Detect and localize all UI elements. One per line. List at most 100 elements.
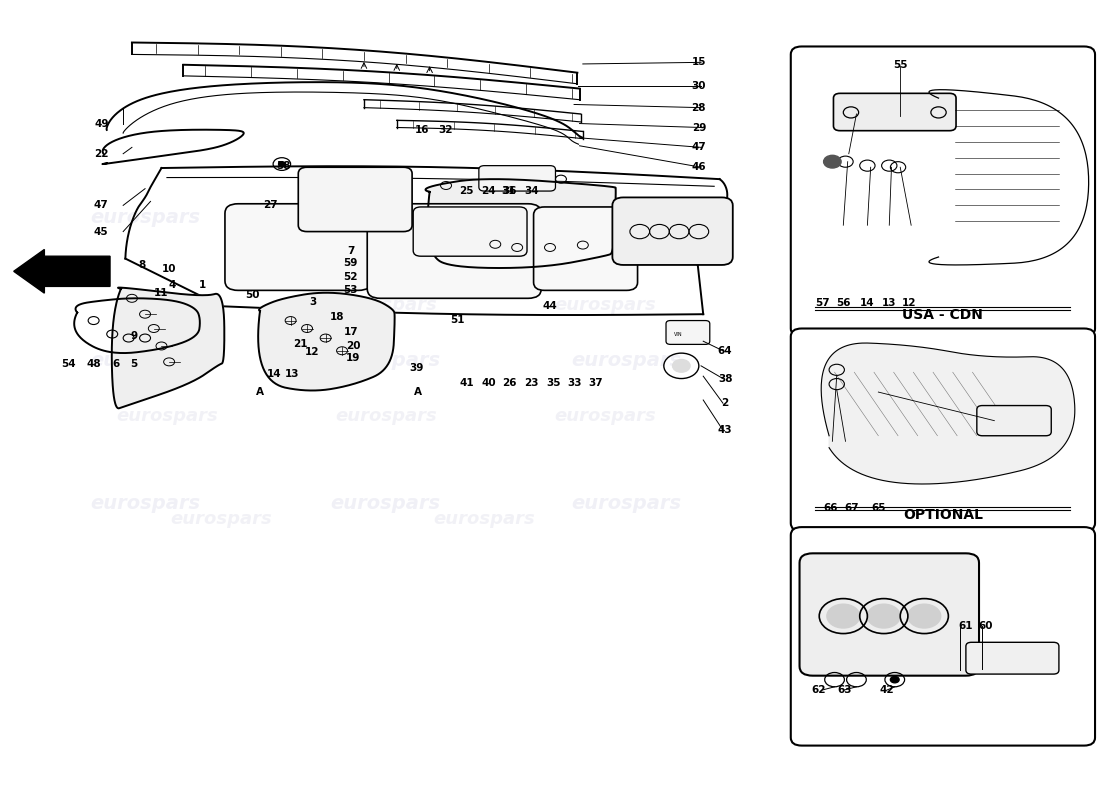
Text: 57: 57 bbox=[815, 298, 829, 308]
Text: 34: 34 bbox=[524, 186, 539, 196]
Text: 61: 61 bbox=[958, 622, 974, 631]
Text: 54: 54 bbox=[62, 359, 76, 370]
Text: 41: 41 bbox=[460, 378, 474, 387]
Text: eurospars: eurospars bbox=[572, 350, 682, 370]
Text: 15: 15 bbox=[692, 58, 706, 67]
Text: 14: 14 bbox=[267, 369, 282, 378]
Text: eurospars: eurospars bbox=[117, 296, 218, 314]
Text: eurospars: eurospars bbox=[331, 494, 441, 513]
Polygon shape bbox=[258, 293, 395, 390]
Text: 50: 50 bbox=[245, 290, 260, 300]
Text: 30: 30 bbox=[692, 81, 706, 91]
Text: 8: 8 bbox=[139, 260, 145, 270]
Text: eurospars: eurospars bbox=[823, 208, 934, 226]
Text: 21: 21 bbox=[294, 338, 308, 349]
Text: eurospars: eurospars bbox=[433, 510, 536, 528]
Text: eurospars: eurospars bbox=[90, 208, 200, 226]
Text: VIN: VIN bbox=[673, 332, 682, 337]
Circle shape bbox=[908, 604, 940, 628]
Text: 24: 24 bbox=[482, 186, 496, 196]
Circle shape bbox=[827, 604, 860, 628]
Text: 59: 59 bbox=[343, 258, 358, 268]
FancyBboxPatch shape bbox=[966, 642, 1059, 674]
FancyBboxPatch shape bbox=[977, 406, 1052, 436]
Text: eurospars: eurospars bbox=[553, 296, 656, 314]
FancyBboxPatch shape bbox=[834, 94, 956, 130]
Circle shape bbox=[672, 359, 690, 372]
Text: 18: 18 bbox=[329, 312, 344, 322]
Text: 31: 31 bbox=[502, 186, 516, 196]
Text: 67: 67 bbox=[845, 503, 859, 513]
Text: 29: 29 bbox=[692, 122, 706, 133]
Text: 53: 53 bbox=[343, 286, 359, 295]
FancyBboxPatch shape bbox=[298, 167, 412, 231]
Text: 64: 64 bbox=[718, 346, 733, 356]
Text: eurospars: eurospars bbox=[117, 407, 218, 425]
Text: 43: 43 bbox=[718, 425, 733, 435]
Text: eurospars: eurospars bbox=[331, 208, 441, 226]
Text: 32: 32 bbox=[439, 125, 453, 135]
Polygon shape bbox=[426, 179, 616, 268]
Text: 40: 40 bbox=[482, 378, 496, 387]
Text: eurospars: eurospars bbox=[572, 494, 682, 513]
Text: 47: 47 bbox=[692, 142, 706, 152]
Text: 26: 26 bbox=[503, 378, 517, 387]
FancyBboxPatch shape bbox=[534, 207, 638, 290]
Text: 20: 20 bbox=[345, 341, 360, 351]
Text: 66: 66 bbox=[823, 503, 837, 513]
Text: 63: 63 bbox=[837, 685, 851, 695]
FancyBboxPatch shape bbox=[613, 198, 733, 265]
Text: 12: 12 bbox=[902, 298, 916, 308]
Polygon shape bbox=[112, 287, 224, 408]
Text: eurospars: eurospars bbox=[572, 208, 682, 226]
Text: 19: 19 bbox=[345, 353, 360, 363]
Text: 62: 62 bbox=[811, 685, 825, 695]
FancyArrow shape bbox=[13, 250, 110, 293]
Text: 46: 46 bbox=[692, 162, 706, 172]
Text: eurospars: eurospars bbox=[553, 407, 656, 425]
Text: 33: 33 bbox=[566, 378, 581, 387]
Text: eurospars: eurospars bbox=[90, 494, 200, 513]
Text: 23: 23 bbox=[524, 378, 539, 387]
Text: 45: 45 bbox=[94, 226, 109, 237]
FancyBboxPatch shape bbox=[367, 204, 541, 298]
Text: eurospars: eurospars bbox=[336, 296, 437, 314]
Polygon shape bbox=[822, 343, 1075, 484]
Text: USA - CDN: USA - CDN bbox=[902, 308, 983, 322]
Text: 44: 44 bbox=[542, 302, 558, 311]
Text: 13: 13 bbox=[882, 298, 896, 308]
Text: eurospars: eurospars bbox=[90, 350, 200, 370]
Text: 51: 51 bbox=[450, 314, 464, 325]
Text: 58: 58 bbox=[276, 161, 290, 170]
Text: 25: 25 bbox=[460, 186, 474, 196]
Text: 27: 27 bbox=[264, 200, 278, 210]
Text: 7: 7 bbox=[348, 246, 354, 256]
Text: 12: 12 bbox=[306, 347, 320, 358]
Text: 3: 3 bbox=[309, 298, 316, 307]
Text: 14: 14 bbox=[860, 298, 875, 308]
Text: 47: 47 bbox=[94, 200, 109, 210]
Text: 60: 60 bbox=[978, 622, 993, 631]
Text: 1: 1 bbox=[198, 280, 206, 290]
Text: 5: 5 bbox=[131, 359, 138, 370]
Text: 55: 55 bbox=[893, 60, 907, 70]
Circle shape bbox=[278, 162, 285, 166]
Text: 56: 56 bbox=[836, 298, 850, 308]
Circle shape bbox=[890, 677, 899, 683]
FancyBboxPatch shape bbox=[224, 204, 372, 290]
Text: 6: 6 bbox=[112, 359, 119, 370]
Text: 9: 9 bbox=[131, 331, 138, 342]
Text: 13: 13 bbox=[285, 369, 299, 378]
FancyBboxPatch shape bbox=[478, 166, 556, 191]
FancyBboxPatch shape bbox=[666, 321, 710, 344]
Text: 2: 2 bbox=[722, 398, 728, 408]
Circle shape bbox=[824, 155, 842, 168]
FancyBboxPatch shape bbox=[800, 554, 979, 676]
Text: 65: 65 bbox=[871, 503, 886, 513]
Text: 48: 48 bbox=[86, 359, 101, 370]
Text: 22: 22 bbox=[94, 149, 109, 158]
Text: 28: 28 bbox=[692, 102, 706, 113]
FancyBboxPatch shape bbox=[414, 207, 527, 256]
Text: 4: 4 bbox=[168, 280, 176, 290]
Text: 39: 39 bbox=[409, 363, 424, 374]
